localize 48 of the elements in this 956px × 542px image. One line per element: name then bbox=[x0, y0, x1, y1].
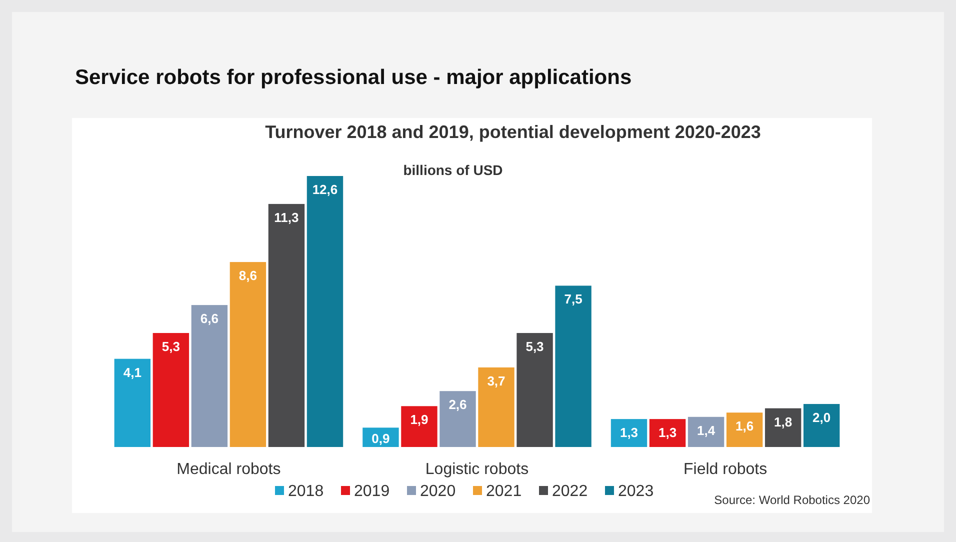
data-label: 1,6 bbox=[736, 418, 754, 434]
data-label: 1,4 bbox=[697, 422, 716, 438]
data-label: 12,6 bbox=[312, 182, 338, 197]
x-tick-label: Medical robots bbox=[176, 461, 281, 478]
data-label: 0,9 bbox=[372, 431, 390, 446]
bar bbox=[440, 391, 476, 447]
data-label: 7,5 bbox=[564, 292, 582, 307]
data-label: 1,8 bbox=[774, 414, 792, 430]
bar bbox=[114, 358, 151, 447]
source-note: Source: World Robotics 2020 bbox=[714, 493, 870, 507]
data-label: 2,0 bbox=[812, 410, 831, 425]
x-tick-label: Field robots bbox=[684, 461, 768, 478]
chart-title: Service robots for professional use - major applications bbox=[75, 66, 632, 89]
data-label: 1,3 bbox=[620, 425, 638, 440]
data-label: 8,6 bbox=[238, 268, 257, 284]
bar bbox=[555, 286, 592, 447]
chart-subtitle: Turnover 2018 and 2019, potential development 2020-2023 bbox=[265, 122, 761, 142]
bar bbox=[726, 412, 763, 447]
bar bbox=[803, 404, 840, 447]
bar bbox=[764, 408, 802, 447]
bar bbox=[649, 419, 686, 447]
legend-label: 2021 bbox=[486, 483, 522, 500]
bar bbox=[688, 416, 724, 447]
data-label: 5,3 bbox=[162, 339, 180, 354]
legend-label: 2022 bbox=[552, 483, 588, 500]
bar bbox=[610, 419, 648, 447]
x-tick-label: Logistic robots bbox=[425, 461, 529, 478]
bar bbox=[401, 406, 438, 447]
data-label: 1,9 bbox=[410, 412, 428, 428]
bar bbox=[516, 333, 553, 447]
data-label: 2,6 bbox=[448, 397, 467, 412]
data-label: 6,6 bbox=[200, 311, 218, 326]
legend-label: 2019 bbox=[354, 483, 390, 500]
bar bbox=[268, 204, 305, 447]
data-label: 5,3 bbox=[526, 339, 544, 354]
data-label: 1,3 bbox=[658, 425, 677, 440]
bar bbox=[152, 333, 190, 447]
legend-label: 2020 bbox=[420, 483, 456, 500]
legend-label: 2018 bbox=[288, 483, 324, 500]
data-label: 3,7 bbox=[487, 373, 506, 388]
y-axis-title: billions of USD bbox=[403, 162, 503, 178]
bar bbox=[478, 367, 514, 447]
bar bbox=[230, 262, 266, 447]
legend-label: 2023 bbox=[618, 483, 654, 500]
bar bbox=[191, 305, 228, 447]
data-label: 4,1 bbox=[123, 364, 142, 380]
data-label: 11,3 bbox=[274, 210, 299, 225]
bar bbox=[306, 176, 344, 447]
